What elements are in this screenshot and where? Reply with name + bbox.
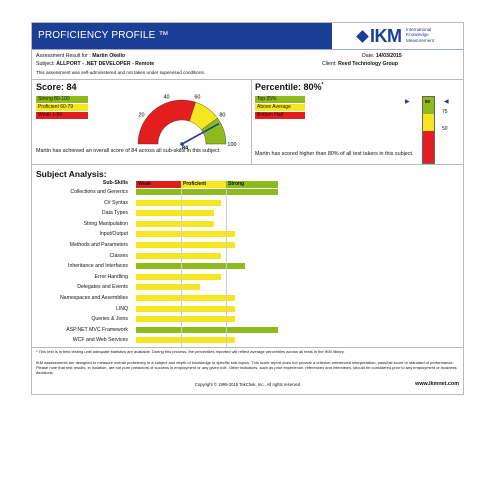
ikm-logo: IKM International Knowledge Measurement (356, 26, 462, 46)
skill-label: Error Handling (94, 273, 128, 280)
skill-bar (136, 210, 215, 217)
footnote-field-testing: * This test is in field testing until ad… (36, 349, 345, 354)
candidate-row: Assessment Result for : Martin Okello (36, 53, 126, 59)
skill-label: Collections and Generics (70, 189, 128, 195)
report-date: 14/03/2015 (375, 53, 402, 59)
skill-label: WCF and Web Services (72, 337, 128, 344)
skill-label: ASP.NET MVC Framework (66, 326, 128, 333)
client-row: Client: Reed Technology Group (322, 61, 399, 67)
percentile-scale-50: 50 (442, 126, 448, 132)
gauge-needle (181, 123, 220, 145)
gauge-tick-20: 20 (138, 113, 144, 119)
marker-right-arrow-icon: ◀ (444, 99, 449, 105)
candidate-name: Martin Okello (92, 53, 126, 59)
percentile-marker-label: 80 (425, 99, 431, 104)
skill-label: Queries & Joins (91, 316, 128, 323)
level-header-proficient: Proficient (181, 181, 226, 188)
client-name: Reed Technology Group (338, 61, 399, 67)
divider (32, 347, 463, 348)
skill-bar (136, 231, 236, 238)
subskills-header: Sub-Skills (102, 180, 128, 186)
percentile-legend-above: Above Average (255, 104, 305, 111)
subject-row: Subject: ALLPORT - .NET DEVELOPER - Remo… (36, 61, 155, 67)
score-legend-proficient: Proficient 60-79 (36, 104, 88, 111)
gauge-hub (180, 142, 184, 146)
skill-label: C# Syntax (104, 199, 128, 206)
percentile-band-bottom (423, 131, 434, 163)
percentile-scale-75: 75 (442, 109, 448, 115)
gauge-tick-60: 60 (194, 94, 200, 100)
percentile-band-top (423, 97, 434, 114)
percentile-band-above (423, 114, 434, 131)
percentile-summary: Martin has scored higher than 80% of all… (255, 151, 414, 157)
report-header: PROFICIENCY PROFILE ™ IKM International … (32, 23, 463, 50)
skill-bar (136, 189, 278, 195)
level-guide-line (226, 188, 227, 347)
percentile-legend-top: Top 25% (255, 96, 305, 103)
divider (32, 164, 463, 165)
gauge-value-label: 84 (182, 146, 189, 150)
divider (32, 79, 463, 80)
section-divider (251, 80, 252, 164)
skill-bar (136, 220, 215, 227)
copyright: Copyright © 1999-2015 TekChek, Inc., All… (194, 382, 301, 387)
skill-bar (136, 252, 222, 259)
analysis-title: Subject Analysis: (36, 169, 107, 179)
score-legend-weak: Weak 1-59 (36, 112, 88, 119)
percentile-title: Percentile: 80%* (255, 82, 324, 92)
footnote-disclaimer: IKM assessments are designed to measure … (36, 360, 457, 375)
subject-name: ALLPORT - .NET DEVELOPER - Remote (56, 61, 155, 67)
skill-bar (136, 326, 278, 333)
logo-subtitle: International Knowledge Measurement (406, 27, 435, 43)
ikm-website-link[interactable]: www.ikmnet.com (415, 381, 459, 387)
score-title: Score: 84 (36, 82, 77, 92)
skill-bar (136, 337, 236, 344)
percentile-marker: ▶ 80 ◀ (405, 99, 452, 105)
logo-text: IKM (370, 26, 402, 46)
skill-label: LINQ (115, 305, 128, 312)
skill-label: Namespaces and Assemblies (59, 295, 128, 301)
report-sheet: PROFICIENCY PROFILE ™ IKM International … (31, 22, 464, 395)
gauge-tick-40: 40 (163, 94, 169, 100)
skill-bar (136, 316, 236, 323)
level-header-strong: Strong (226, 181, 278, 188)
skill-bar (136, 199, 222, 206)
gauge-tick-100: 100 (227, 142, 236, 148)
marker-left-arrow-icon: ▶ (405, 99, 410, 105)
gauge-tick-80: 80 (219, 113, 225, 119)
skill-bar (136, 284, 200, 291)
skill-label: String Manipulation (83, 220, 128, 227)
percentile-legend-bottom: Bottom Half (255, 112, 305, 119)
level-guide-line (181, 188, 182, 347)
report-title: PROFICIENCY PROFILE ™ (32, 23, 332, 49)
skill-label: Inheritance and Interfaces (68, 263, 128, 270)
skill-bar (136, 263, 246, 270)
skill-label: Delegates and Events (77, 284, 128, 291)
ikm-logo-mark-icon (356, 30, 369, 43)
skill-label: Classes (109, 252, 128, 259)
percentile-bar (422, 96, 435, 164)
gauge-weak-band (137, 99, 196, 145)
skill-label: Methods and Parameters (69, 242, 128, 248)
skill-label: Data Types (101, 210, 128, 217)
score-legend-strong: Strong 80-100 (36, 96, 88, 103)
score-gauge: 20 40 60 80 100 84 (137, 94, 237, 150)
level-header-weak: Weak (136, 181, 181, 188)
skill-label: Input/Output (99, 231, 128, 238)
skill-bar (136, 273, 222, 280)
score-summary: Martin has achieved an overall score of … (36, 148, 221, 154)
skill-bar (136, 295, 236, 301)
skill-bar (136, 242, 236, 248)
skill-bar (136, 305, 236, 312)
date-row: Date: 14/03/2015 (362, 53, 402, 59)
supervision-note: This assessment was self-administered an… (36, 70, 206, 75)
